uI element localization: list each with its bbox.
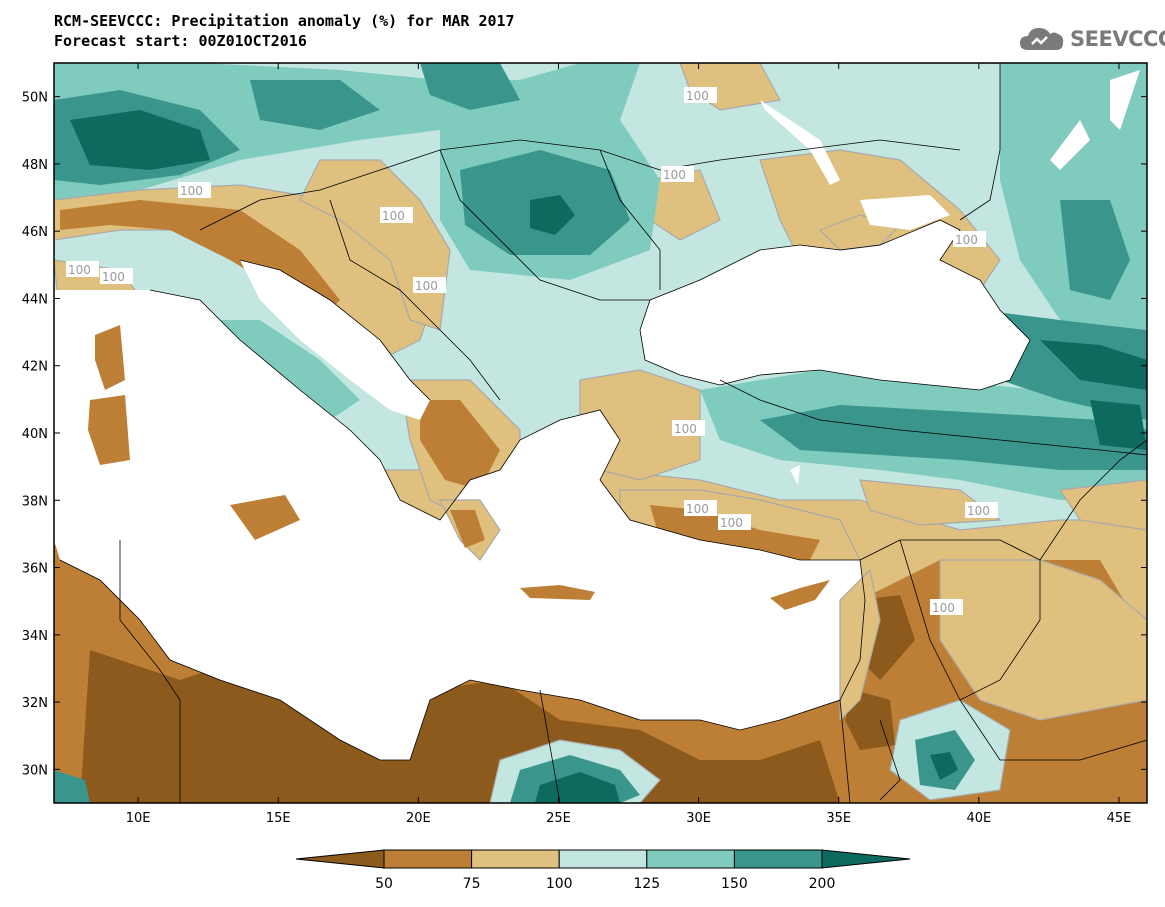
map-title: RCM-SEEVCCC: Precipitation anomaly (%) f… — [54, 12, 515, 30]
y-tick-label: 38N — [22, 494, 48, 509]
svg-text:100: 100 — [382, 209, 405, 223]
contour-label: 100 — [965, 502, 998, 518]
x-tick-label: 15E — [266, 811, 291, 826]
y-tick-label: 48N — [22, 158, 48, 173]
y-tick-label: 40N — [22, 427, 48, 442]
anomaly-region — [839, 568, 881, 722]
svg-text:100: 100 — [663, 168, 686, 182]
map-field — [54, 63, 1147, 803]
y-tick-label: 32N — [22, 696, 48, 711]
contour-label: 100 — [100, 268, 133, 284]
svg-text:100: 100 — [932, 601, 955, 615]
svg-text:100: 100 — [955, 233, 978, 247]
contour-label: 100 — [413, 277, 446, 293]
anomaly-region — [1040, 340, 1147, 390]
x-tick-label: 35E — [826, 811, 851, 826]
x-tick-label: 45E — [1107, 811, 1132, 826]
y-tick-label: 36N — [22, 562, 48, 577]
svg-text:100: 100 — [415, 279, 438, 293]
anomaly-region — [930, 752, 958, 780]
contour-label: 100 — [66, 261, 99, 277]
svg-text:100: 100 — [68, 263, 91, 277]
anomaly-region — [299, 159, 451, 331]
anomaly-region — [845, 690, 895, 750]
anomaly-region — [95, 325, 125, 390]
y-tick-label: 30N — [22, 763, 48, 778]
svg-text:100: 100 — [967, 504, 990, 518]
anomaly-region — [250, 80, 380, 130]
colorbar-label: 100 — [546, 876, 573, 892]
contour-labels: 100 100 100 100 100 100 100 100 100 100 … — [66, 87, 998, 615]
forecast-start-subtitle: Forecast start: 00Z01OCT2016 — [54, 32, 307, 50]
svg-text:100: 100 — [180, 184, 203, 198]
anomaly-region — [60, 200, 340, 320]
y-tick-label: 46N — [22, 225, 48, 240]
anomaly-region — [88, 395, 130, 465]
logo-text: SEEVCCC — [1070, 27, 1165, 51]
y-tick-label: 44N — [22, 292, 48, 307]
x-tick-label: 25E — [546, 811, 571, 826]
colorbar-label: 75 — [463, 876, 481, 892]
contour-label: 100 — [661, 166, 694, 182]
anomaly-region — [420, 63, 520, 110]
x-tick-label: 20E — [406, 811, 431, 826]
y-tick-label: 34N — [22, 629, 48, 644]
colorbar-segment — [383, 849, 473, 869]
anomaly-region — [420, 400, 500, 490]
colorbar-label: 200 — [809, 876, 836, 892]
anomaly-region — [450, 510, 485, 548]
colorbar-segment — [646, 849, 735, 869]
colorbar-segment — [558, 849, 648, 869]
colorbar: 50 75 100 125 150 200 — [295, 849, 911, 892]
anomaly-region — [760, 405, 1147, 470]
contour-label: 100 — [178, 182, 211, 198]
svg-text:100: 100 — [102, 270, 125, 284]
svg-text:100: 100 — [686, 89, 709, 103]
anomaly-region — [770, 580, 830, 610]
country-borders — [59, 63, 1147, 803]
colorbar-label: 125 — [633, 876, 660, 892]
anomaly-region — [70, 110, 210, 170]
colorbar-segment — [733, 849, 823, 869]
anomaly-region — [1060, 200, 1130, 300]
anomaly-region — [530, 195, 575, 235]
y-tick-label: 50N — [22, 91, 48, 106]
contour-label: 100 — [953, 231, 986, 247]
colorbar-extend-high — [821, 849, 911, 869]
contour-label: 100 — [684, 87, 717, 103]
contour-label: 100 — [684, 500, 717, 516]
contour-label: 100 — [930, 599, 963, 615]
cloud-icon — [1020, 28, 1064, 50]
svg-text:100: 100 — [686, 502, 709, 516]
colorbar-segment — [471, 849, 560, 869]
anomaly-region — [520, 585, 595, 600]
x-tick-label: 10E — [126, 811, 151, 826]
anomaly-region — [230, 495, 300, 540]
axes: 10E 15E 20E 25E 30E 35E 40E 45E 30N 32N 34N 36N 38N 4… — [22, 63, 1147, 826]
contour-label: 100 — [672, 420, 705, 436]
svg-text:100: 100 — [674, 422, 697, 436]
colorbar-label: 150 — [721, 876, 748, 892]
colorbar-label: 50 — [375, 876, 393, 892]
svg-text:100: 100 — [720, 516, 743, 530]
anomaly-region — [54, 770, 90, 803]
anomaly-region — [1090, 400, 1147, 450]
contour-label: 100 — [380, 207, 413, 223]
x-tick-label: 30E — [686, 811, 711, 826]
contour-label: 100 — [718, 514, 751, 530]
seevccc-logo: SEEVCCC — [1018, 24, 1165, 54]
y-tick-label: 42N — [22, 360, 48, 375]
x-tick-label: 40E — [966, 811, 991, 826]
anomaly-region — [939, 559, 1147, 721]
colorbar-extend-low — [295, 849, 385, 869]
